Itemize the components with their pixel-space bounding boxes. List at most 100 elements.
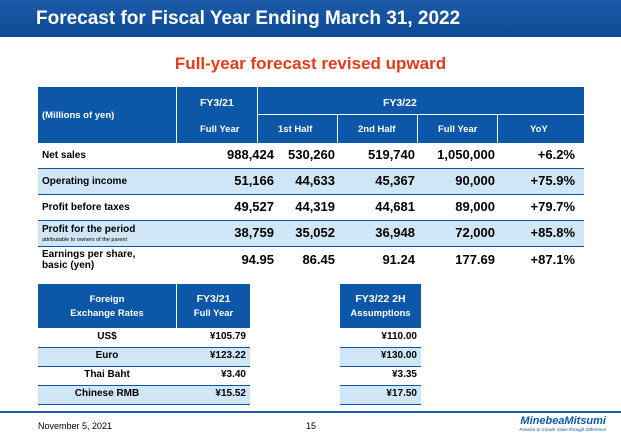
- row-divider: [38, 194, 584, 195]
- fx-value: ¥17.50: [386, 388, 417, 399]
- fx-currency: US$: [97, 331, 117, 342]
- col-header-fy22-full: Full Year: [438, 124, 478, 135]
- row-label: Profit before taxes: [42, 202, 130, 213]
- row-divider: [340, 385, 421, 386]
- cell: 45,367: [375, 173, 415, 188]
- row-label: Net sales: [42, 150, 86, 161]
- cell: 44,681: [375, 199, 415, 214]
- row-divider: [38, 168, 584, 169]
- header-divider: [176, 87, 177, 143]
- group-header-fy21: FY3/21: [200, 97, 234, 109]
- cell: 38,759: [234, 225, 274, 240]
- header-divider: [257, 87, 258, 143]
- cell: 94.95: [241, 252, 274, 267]
- cell: +85.8%: [530, 225, 575, 240]
- fx-header-line: Exchange Rates: [70, 308, 144, 319]
- fx-value: ¥123.22: [209, 350, 246, 361]
- fx-currency: Chinese RMB: [74, 388, 140, 399]
- row-divider: [38, 385, 250, 386]
- cell: 49,527: [234, 199, 274, 214]
- header-divider: [417, 115, 418, 143]
- fx-header-line: Assumptions: [350, 308, 411, 319]
- col-header-fy21-full: Full Year: [200, 124, 240, 135]
- row-divider: [38, 366, 250, 367]
- company-logo: MinebeaMitsumi Passion to Create Value t…: [510, 415, 606, 432]
- cell: 86.45: [302, 252, 335, 267]
- table-header: (Millions of yen) FY3/21 FY3/22 Full Yea…: [38, 87, 584, 143]
- row-label-main: Profit for the period: [42, 224, 136, 235]
- fx-header-label: Foreign Exchange Rates: [38, 284, 176, 328]
- page-number: 15: [306, 421, 317, 431]
- fx-header-line: Foreign: [89, 294, 125, 305]
- fx-value: ¥15.52: [215, 388, 246, 399]
- logo-name: MinebeaMitsumi: [520, 415, 606, 427]
- table-row: Profit for the period attributable to ow…: [38, 221, 584, 246]
- col-header-1st-half: 1st Half: [278, 124, 313, 135]
- cell: +87.1%: [530, 252, 575, 267]
- group-header-fy22: FY3/22: [383, 97, 417, 109]
- fx-assumptions-table: FY3/22 2H Assumptions ¥110.00 ¥130.00 ¥3…: [340, 284, 421, 405]
- table-row: ¥130.00: [340, 348, 421, 366]
- table-row: Net sales 988,424 530,260 519,740 1,050,…: [38, 143, 584, 168]
- row-divider: [38, 404, 250, 405]
- cell: 35,052: [295, 225, 335, 240]
- fx-header-line: FY3/21: [196, 293, 231, 305]
- cell: 177.69: [455, 252, 495, 267]
- cell: 988,424: [227, 147, 274, 162]
- cell: 1,050,000: [437, 147, 495, 162]
- row-label-sub: basic (yen): [42, 260, 95, 271]
- table-row: ¥17.50: [340, 386, 421, 404]
- table-row: Operating income 51,166 44,633 45,367 90…: [38, 169, 584, 194]
- row-divider: [38, 246, 584, 247]
- row-label-main: Earnings per share,: [42, 249, 136, 260]
- fx-value: ¥3.35: [391, 369, 417, 380]
- table-row: Earnings per share, basic (yen) 94.95 86…: [38, 247, 584, 273]
- footer-divider: [0, 411, 621, 413]
- row-divider: [340, 404, 421, 405]
- header-divider: [337, 115, 338, 143]
- table-row: Euro ¥123.22: [38, 348, 250, 366]
- unit-label: (Millions of yen): [42, 110, 115, 121]
- cell: 44,319: [295, 199, 335, 214]
- table-row: Profit before taxes 49,527 44,319 44,681…: [38, 195, 584, 220]
- row-divider: [340, 366, 421, 367]
- row-label: Profit for the period attributable to ow…: [42, 225, 135, 245]
- table-row: US$ ¥105.79: [38, 329, 250, 347]
- table-row: ¥3.35: [340, 367, 421, 385]
- cell: 36,948: [375, 225, 415, 240]
- cell: 90,000: [455, 173, 495, 188]
- cell: +79.7%: [530, 199, 575, 214]
- fx-rates-table: Foreign Exchange Rates FY3/21 Full Year …: [38, 284, 250, 405]
- cell: 72,000: [455, 225, 495, 240]
- slide-subtitle: Full-year forecast revised upward: [174, 54, 447, 73]
- cell: +75.9%: [530, 173, 575, 188]
- fx-value: ¥110.00: [381, 331, 417, 342]
- cell: 89,000: [455, 199, 495, 214]
- header-divider: [497, 115, 498, 143]
- row-label: Earnings per share, basic (yen): [42, 249, 135, 271]
- row-label: Operating income: [42, 176, 128, 187]
- footer-date: November 5, 2021: [38, 421, 113, 431]
- fx-value: ¥3.40: [220, 369, 246, 380]
- fx-currency: Euro: [95, 350, 119, 361]
- fx-header-fy22: FY3/22 2H Assumptions: [340, 284, 421, 328]
- slide-title: Forecast for Fiscal Year Ending March 31…: [0, 0, 621, 37]
- fx-currency: Thai Baht: [84, 369, 130, 380]
- fx-header-line: Full Year: [193, 308, 234, 319]
- col-header-2nd-half: 2nd Half: [358, 124, 396, 135]
- row-divider: [340, 347, 421, 348]
- cell: 51,166: [234, 173, 274, 188]
- fx-value: ¥105.79: [209, 331, 246, 342]
- row-divider: [38, 347, 250, 348]
- fx-header-line: FY3/22 2H: [355, 293, 406, 305]
- row-label-sub: attributable to owners of the parent: [42, 237, 127, 243]
- cell: 530,260: [288, 147, 335, 162]
- header-divider: [257, 114, 584, 115]
- cell: +6.2%: [537, 147, 575, 162]
- fx-header-fy21: FY3/21 Full Year: [177, 284, 250, 328]
- col-header-yoy: YoY: [530, 124, 548, 135]
- table-row: Chinese RMB ¥15.52: [38, 386, 250, 404]
- row-divider: [38, 220, 584, 221]
- cell: 519,740: [368, 147, 415, 162]
- logo-tagline: Passion to Create Value through Differen…: [519, 427, 606, 432]
